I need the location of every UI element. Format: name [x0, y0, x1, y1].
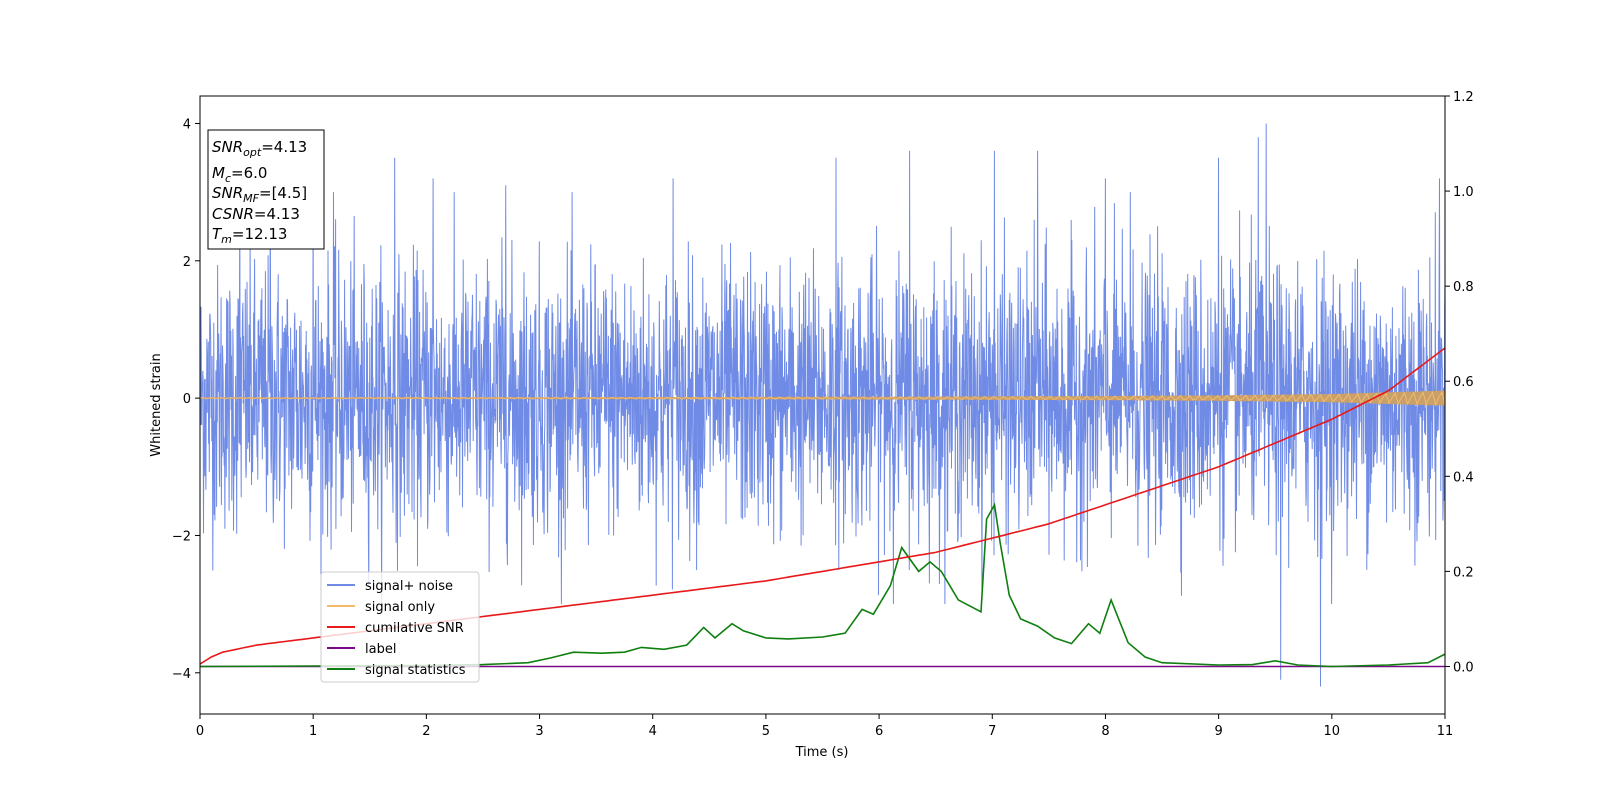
- info-tm-symbol: T: [212, 225, 223, 243]
- x-tick-label: 0: [196, 724, 204, 739]
- legend-label-signal-only: signal only: [365, 600, 435, 615]
- legend-frame: [320, 571, 480, 683]
- legend-label-signal-statistics: signal statistics: [365, 663, 466, 678]
- series-signal-only-band: [200, 390, 1445, 406]
- x-tick-label: 11: [1437, 724, 1454, 739]
- info-mc-symbol: M: [212, 164, 225, 182]
- info-snr-mf-value: =[4.5]: [259, 184, 307, 202]
- x-tick-label: 5: [762, 724, 770, 739]
- x-axis-label: Time (s): [795, 745, 849, 760]
- y-left-tick-label: 2: [183, 255, 191, 270]
- y-right-tick-label: 0.8: [1453, 280, 1474, 295]
- y-left-tick-label: 0: [183, 392, 191, 407]
- info-csnr-value: =4.13: [254, 205, 300, 223]
- info-tm-value: =12.13: [232, 225, 288, 243]
- legend: signal+ noise signal only cumilative SNR…: [320, 571, 480, 683]
- info-csnr-symbol: CSNR: [212, 205, 254, 223]
- info-mc-value: =6.0: [231, 164, 267, 182]
- legend-label-label: label: [365, 642, 396, 657]
- x-tick-label: 2: [422, 724, 430, 739]
- x-tick-label: 10: [1324, 724, 1341, 739]
- legend-label-cumulative-snr: cumilative SNR: [365, 621, 464, 636]
- info-line-tm: Tm=12.13: [212, 225, 287, 246]
- info-tm-subscript: m: [221, 233, 232, 246]
- series-signal-statistics-line: [199, 502, 1446, 668]
- series-signal-noise-line: [199, 123, 1446, 687]
- info-line-snr-mf: SNRMF=[4.5]: [212, 184, 307, 205]
- series-signal-only-line: [199, 391, 1446, 407]
- info-snr-opt-value: =4.13: [261, 138, 307, 156]
- plot-frame: [199, 95, 1446, 715]
- info-mc-subscript: c: [225, 172, 231, 185]
- y-axis-left-label: Whitened strain: [149, 353, 164, 456]
- y-right-tick-label: 0.2: [1453, 565, 1474, 580]
- info-snr-mf-subscript: MF: [243, 192, 259, 205]
- y-left-tick-label: −4: [172, 667, 191, 682]
- info-snr-mf-symbol: SNR: [212, 184, 243, 202]
- y-right-tick-label: 1.2: [1453, 90, 1474, 105]
- x-tick-label: 1: [309, 724, 317, 739]
- info-box: SNRopt=4.13 Mc=6.0 SNRMF=[4.5] CSNR=4.13…: [207, 129, 325, 250]
- info-line-snr-opt: SNRopt=4.13: [212, 138, 307, 159]
- x-tick-label: 7: [988, 724, 996, 739]
- y-right-tick-label: 0.4: [1453, 470, 1474, 485]
- y-left-tick-label: 4: [183, 117, 191, 132]
- info-line-csnr: CSNR=4.13: [212, 205, 300, 223]
- x-tick-label: 4: [649, 724, 657, 739]
- y-axis-left-ticks: 4 2 0 −2 −4: [172, 117, 200, 682]
- x-tick-label: 6: [875, 724, 883, 739]
- x-tick-label: 9: [1214, 724, 1222, 739]
- y-left-tick-label: −2: [172, 529, 191, 544]
- legend-label-signal-noise: signal+ noise: [365, 579, 453, 594]
- info-line-mc: Mc=6.0: [212, 164, 267, 185]
- info-box-frame: [207, 129, 325, 250]
- info-snr-opt-symbol: SNR: [212, 138, 243, 156]
- y-right-tick-label: 1.0: [1453, 185, 1474, 200]
- y-axis-right-ticks: 1.2 1.0 0.8 0.6 0.4 0.2 0.0: [1445, 90, 1474, 675]
- info-snr-opt-subscript: opt: [243, 146, 262, 159]
- x-axis-ticks: 0 1 2 3 4 5 6 7 8 9 10 11: [196, 714, 1453, 739]
- x-tick-label: 8: [1101, 724, 1109, 739]
- y-right-tick-label: 0.0: [1453, 660, 1474, 675]
- y-right-tick-label: 0.6: [1453, 375, 1474, 390]
- x-tick-label: 3: [535, 724, 543, 739]
